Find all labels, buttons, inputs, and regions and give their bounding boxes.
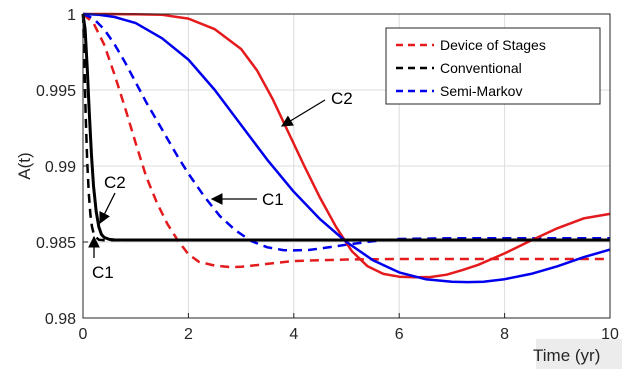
x-tick-label: 0 [79,326,88,343]
x-tick-label: 8 [500,326,509,343]
series-c2-conventional [81,13,610,242]
annotation-arrow-c2-main [280,99,326,127]
annotation-c1-main: C1 [262,190,284,209]
annotations: C2 C1 C2 C1 [88,89,353,282]
y-tick-label: 0.995 [36,83,76,100]
y-axis-label: A(t) [15,152,34,179]
legend-label-semi-markov: Semi-Markov [440,83,522,99]
series-c1-semi-markov [82,12,610,252]
x-tick-label: 6 [395,326,404,343]
annotation-c2-conventional: C2 [104,173,126,192]
annotation-c2-main: C2 [331,89,353,108]
annotation-c1-conventional: C1 [92,263,114,282]
legend-label-device-of-stages: Device of Stages [440,37,546,53]
legend: Device of Stages Conventional Semi-Marko… [385,27,601,105]
x-tick-label: 10 [601,326,619,343]
axis-ticks: 0 2 4 6 8 10 0.98 0.985 0.99 0.995 1 [36,7,619,343]
series-c2-semi-markov [82,12,611,284]
x-label-box [536,339,622,369]
y-tick-label: 0.98 [45,311,76,328]
x-axis-label: Time (yr) [533,346,600,365]
legend-label-conventional: Conventional [440,60,522,76]
x-tick-label: 2 [184,326,193,343]
series-c2-device-of-stages [83,12,611,279]
annotation-arrow-c2-conventional [99,192,116,225]
y-tick-label: 0.985 [36,235,76,252]
legend-box [385,27,601,105]
series-lines [81,12,611,284]
series-c1-device-of-stages [82,13,610,269]
x-tick-label: 4 [289,326,298,343]
y-tick-label: 1 [67,7,76,24]
y-tick-label: 0.99 [45,159,76,176]
